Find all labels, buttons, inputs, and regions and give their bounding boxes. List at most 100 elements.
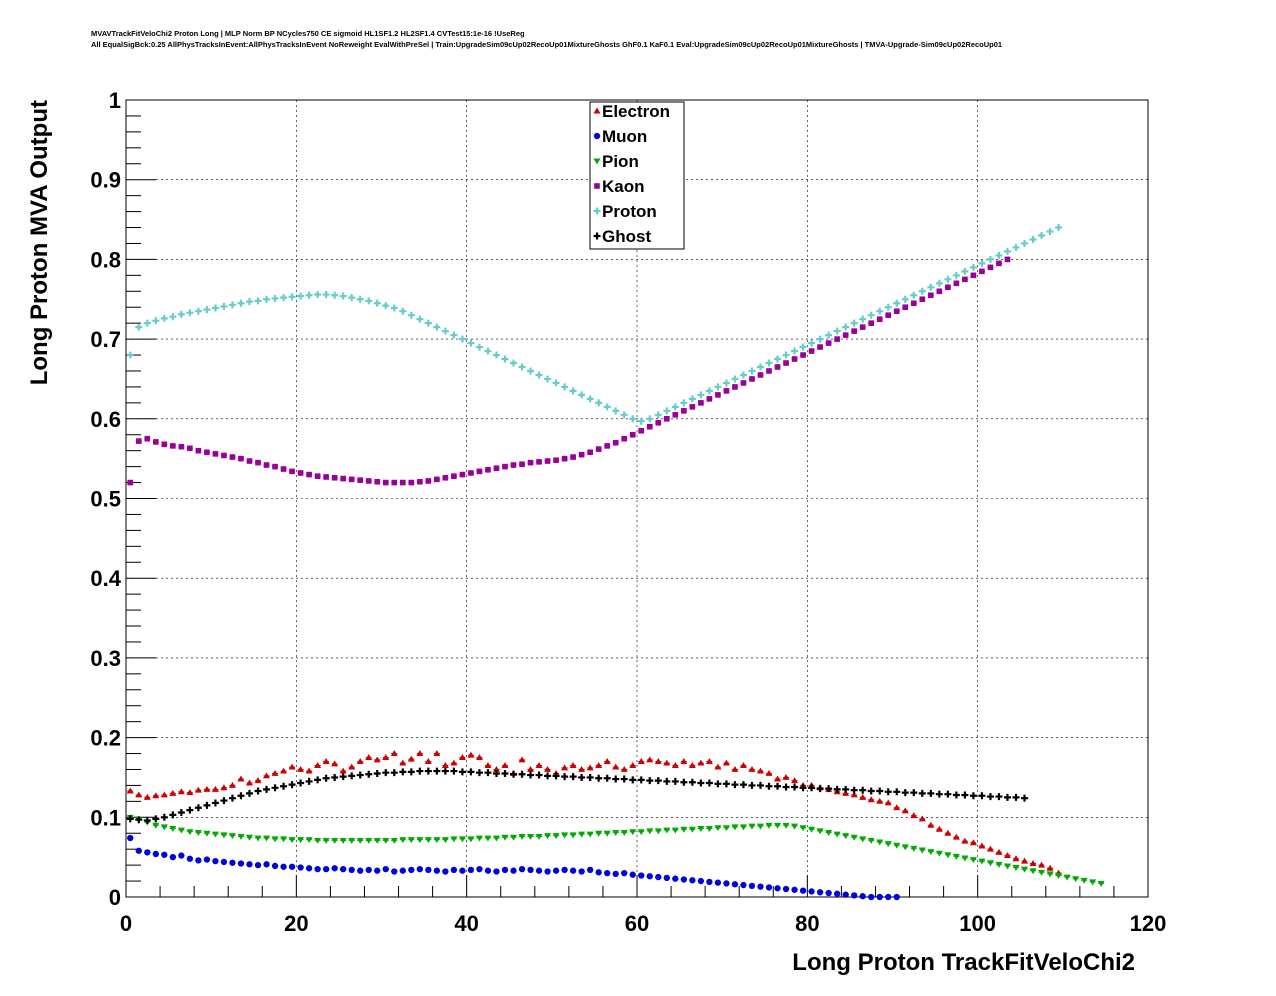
electron-point (254, 777, 262, 784)
electron-point (305, 767, 313, 774)
electron-point (126, 787, 134, 794)
kaon-point (187, 445, 193, 452)
legend-marker-kaon (594, 183, 600, 189)
kaon-point (348, 476, 355, 483)
ghost-point (918, 789, 926, 797)
pion-point (220, 832, 228, 839)
muon-point (876, 893, 883, 901)
ghost-point (867, 787, 875, 795)
pion-point (603, 830, 611, 837)
kaon-point (204, 449, 210, 456)
kaon-point (919, 296, 926, 303)
proton-point (927, 283, 935, 291)
pion-point (1012, 865, 1020, 872)
proton-point (705, 387, 713, 395)
electron-point (484, 761, 492, 768)
ghost-point (1012, 793, 1020, 801)
kaon-point (646, 423, 653, 430)
kaon-point (621, 435, 628, 442)
legend-marker-proton (593, 207, 601, 215)
ghost-point (833, 785, 841, 793)
proton-point (867, 311, 875, 319)
proton-point (671, 403, 679, 411)
electron-point (245, 779, 253, 786)
y-tick-label: 0.7 (90, 327, 121, 352)
electron-point (561, 764, 569, 771)
proton-point (663, 407, 671, 415)
proton-point (314, 290, 322, 298)
pion-point (1021, 866, 1029, 873)
electron-point (271, 769, 279, 776)
kaon-point (698, 400, 704, 406)
proton-point (893, 299, 901, 307)
muon-point (288, 863, 296, 870)
pion-point (816, 828, 824, 835)
kaon-point (340, 475, 346, 482)
ghost-point (595, 774, 603, 782)
muon-point (501, 866, 509, 874)
pion-point (177, 827, 185, 834)
kaon-point (604, 443, 610, 449)
proton-point (126, 351, 134, 359)
muon-point (161, 851, 168, 858)
pion-point (782, 822, 790, 829)
electron-point (603, 758, 611, 764)
ghost-point (688, 778, 696, 786)
ghost-point (808, 784, 816, 792)
proton-point (739, 371, 747, 379)
pion-point (774, 822, 782, 829)
electron-point (331, 760, 339, 767)
muon-point (493, 868, 500, 875)
muon-point (706, 878, 713, 886)
muon-point (365, 866, 372, 874)
pion-point (893, 842, 901, 849)
pion-point (305, 837, 313, 844)
muon-point (595, 869, 602, 876)
kaon-point (715, 392, 721, 398)
pion-point (808, 826, 816, 833)
proton-point (825, 331, 833, 339)
pion-point (833, 831, 841, 838)
electron-point (1021, 857, 1029, 864)
ghost-point (927, 789, 935, 797)
proton-point (237, 299, 245, 307)
kaon-point (910, 300, 917, 307)
pion-point (620, 829, 628, 836)
kaon-point (485, 467, 491, 473)
electron-point (169, 789, 177, 796)
proton-point (697, 391, 705, 399)
kaon-point (382, 479, 389, 486)
legend-box (589, 101, 685, 250)
ghost-point (722, 780, 730, 788)
proton-point (646, 415, 654, 423)
pion-point (918, 847, 926, 854)
muon-point (203, 856, 211, 863)
ghost-point (569, 773, 577, 781)
ghost-point (774, 782, 782, 790)
electron-point (910, 812, 918, 819)
pion-point (407, 837, 415, 844)
pion-point (791, 823, 799, 830)
kaon-point (280, 466, 287, 472)
ghost-point (612, 775, 620, 783)
electron-point (671, 761, 679, 768)
muon-point (885, 893, 892, 901)
ghost-point (671, 777, 679, 785)
pion-point (978, 858, 986, 865)
pion-point (859, 836, 867, 843)
proton-point (808, 339, 816, 347)
muon-point (774, 885, 781, 892)
electron-point (748, 765, 756, 772)
muon-point (757, 883, 764, 890)
kaon-point (297, 470, 304, 476)
proton-point (501, 355, 509, 363)
pion-point (458, 836, 466, 843)
ghost-point (680, 778, 688, 786)
ghost-point (518, 770, 526, 778)
kaon-point (851, 328, 857, 334)
pion-point (527, 833, 535, 840)
pion-point (1003, 863, 1011, 870)
kaon-point (425, 478, 432, 484)
proton-point (484, 347, 492, 355)
ghost-point (331, 773, 339, 781)
